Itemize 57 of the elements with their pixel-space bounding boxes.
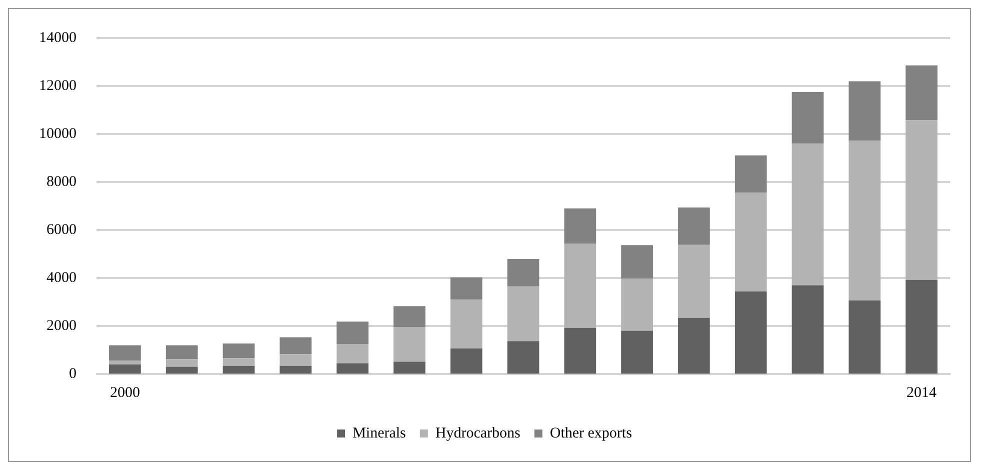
bar — [336, 363, 368, 374]
bar — [166, 345, 198, 360]
bar — [906, 280, 938, 374]
y-tick-label: 10000 — [39, 126, 76, 142]
bar — [906, 120, 938, 280]
bar — [678, 207, 710, 245]
bar — [734, 155, 767, 193]
bar — [450, 300, 482, 349]
bar — [734, 192, 767, 292]
bar — [507, 341, 540, 374]
bar — [280, 337, 312, 354]
bar — [394, 326, 426, 362]
bar — [792, 144, 824, 286]
bar — [222, 344, 255, 358]
bar — [109, 364, 141, 374]
y-tick-label: 14000 — [39, 30, 76, 46]
bar — [678, 318, 710, 374]
bar — [734, 291, 767, 374]
bar — [222, 366, 255, 374]
bar — [621, 278, 653, 331]
bar — [280, 366, 312, 374]
y-tick-label: 8000 — [46, 174, 76, 190]
bar — [109, 360, 141, 364]
legend-label: Other exports — [550, 425, 632, 442]
bar — [109, 345, 141, 361]
y-tick-label: 2000 — [46, 318, 76, 334]
bar — [621, 245, 653, 278]
bar — [848, 81, 881, 141]
bar — [507, 259, 540, 286]
bar — [564, 243, 596, 328]
x-tick-label: 2014 — [906, 384, 938, 401]
bar — [507, 286, 540, 342]
bar — [166, 359, 198, 367]
bar — [792, 285, 824, 374]
y-tick-label: 12000 — [39, 78, 76, 94]
bar — [222, 358, 255, 366]
bar — [848, 140, 881, 301]
bar — [564, 328, 596, 374]
y-tick-label: 6000 — [46, 222, 76, 238]
legend-label: Minerals — [352, 425, 406, 442]
bar — [450, 348, 482, 374]
bar — [678, 244, 710, 318]
bar — [394, 362, 426, 374]
legend-label: Hydrocarbons — [435, 425, 521, 442]
bar — [394, 306, 426, 327]
bar — [450, 277, 482, 300]
bar — [336, 322, 368, 344]
bar — [166, 366, 198, 374]
bar — [280, 354, 312, 366]
bar — [621, 330, 653, 374]
bar — [564, 208, 596, 244]
y-tick-label: 4000 — [46, 270, 76, 286]
bar — [848, 300, 881, 374]
bar — [336, 344, 368, 364]
bar — [906, 65, 938, 120]
y-tick-label: 0 — [69, 366, 76, 382]
bar — [792, 92, 824, 144]
